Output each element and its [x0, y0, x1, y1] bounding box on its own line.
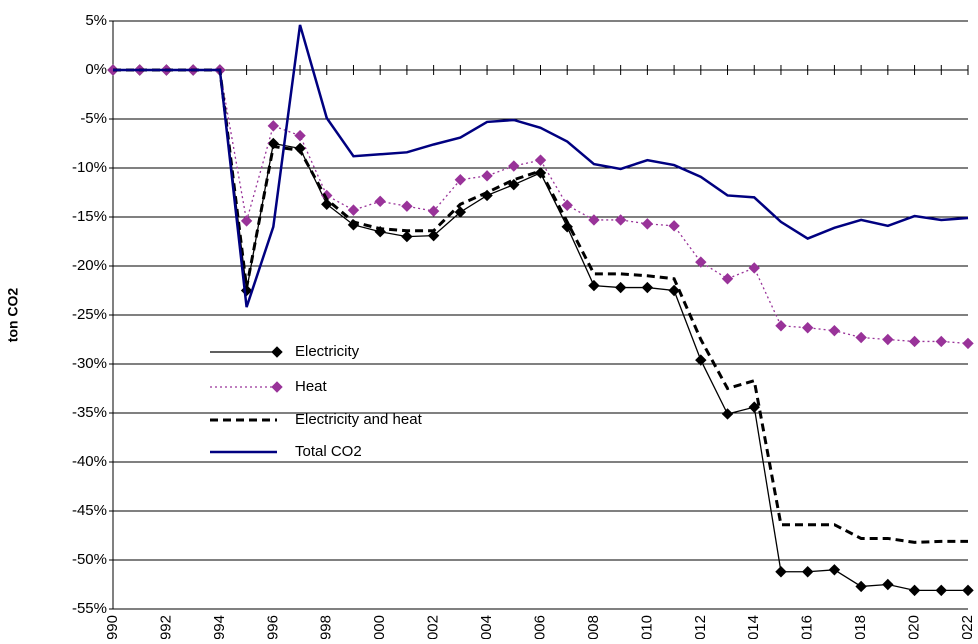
marker — [588, 214, 600, 226]
marker — [775, 566, 787, 578]
marker — [882, 578, 894, 591]
marker — [427, 229, 440, 242]
marker — [561, 221, 573, 233]
marker — [267, 120, 280, 132]
y-tick-label: 0% — [85, 61, 107, 78]
marker — [801, 566, 814, 578]
marker — [695, 354, 707, 366]
x-tick-label: 2000 — [371, 615, 388, 639]
marker — [828, 324, 841, 337]
series-line — [113, 24, 969, 308]
marker — [962, 584, 974, 597]
marker — [427, 205, 440, 217]
x-tick-label: 1992 — [157, 615, 174, 639]
x-tick-label: 1994 — [211, 615, 228, 639]
y-tick-label: -5% — [80, 110, 107, 127]
marker — [641, 218, 654, 230]
y-tick-label: 5% — [85, 12, 107, 29]
y-tick-label: -40% — [72, 453, 107, 470]
marker — [828, 564, 841, 576]
marker — [721, 408, 734, 420]
marker — [561, 199, 573, 211]
marker — [855, 580, 867, 593]
x-tick-label: 2008 — [585, 615, 602, 639]
marker — [748, 262, 760, 274]
marker — [962, 337, 974, 350]
x-tick-label: 2002 — [425, 615, 442, 639]
legend-label: Total CO2 — [295, 443, 362, 460]
marker — [294, 129, 306, 142]
marker — [775, 320, 787, 332]
marker — [801, 322, 814, 334]
x-tick-label: 1996 — [264, 615, 281, 639]
marker — [321, 198, 333, 210]
marker — [614, 281, 627, 294]
marker — [240, 215, 253, 227]
x-tick-label: 2022 — [959, 615, 976, 639]
marker — [908, 584, 921, 597]
marker — [935, 335, 947, 348]
y-tick-label: -35% — [72, 404, 107, 421]
legend-marker — [271, 381, 283, 393]
x-tick-label: 1990 — [104, 615, 121, 639]
marker — [401, 200, 413, 212]
series-line — [113, 68, 968, 544]
series-line — [113, 69, 969, 345]
marker — [374, 195, 386, 208]
marker — [534, 154, 547, 166]
x-tick-label: 2006 — [531, 615, 548, 639]
y-tick-label: -15% — [72, 208, 107, 225]
marker — [668, 284, 680, 297]
marker — [721, 273, 734, 285]
y-tick-label: -25% — [72, 306, 107, 323]
marker — [882, 333, 894, 346]
marker — [855, 331, 867, 344]
marker — [641, 281, 654, 294]
x-tick-label: 2012 — [692, 615, 709, 639]
marker — [401, 230, 413, 243]
marker — [454, 174, 467, 186]
marker — [267, 137, 280, 150]
y-axis-label: ton CO2 — [5, 288, 21, 343]
marker — [347, 204, 360, 216]
marker — [588, 279, 600, 292]
y-tick-label: -20% — [72, 257, 107, 274]
x-tick-label: 2010 — [638, 615, 655, 639]
marker — [481, 170, 493, 182]
x-tick-label: 2014 — [745, 615, 762, 639]
y-tick-label: -10% — [72, 159, 107, 176]
marker — [614, 214, 627, 226]
legend-label: Electricity and heat — [295, 411, 423, 428]
y-tick-label: -45% — [72, 502, 107, 519]
legend-label: Heat — [295, 378, 328, 395]
x-tick-label: 2018 — [852, 615, 869, 639]
marker — [908, 335, 921, 348]
legend-label: Electricity — [295, 343, 360, 360]
marker — [454, 206, 467, 218]
x-tick-label: 2004 — [478, 615, 495, 639]
y-tick-label: -55% — [72, 600, 107, 617]
y-tick-label: -50% — [72, 551, 107, 568]
series-line — [113, 69, 968, 592]
marker — [935, 584, 947, 597]
x-tick-label: 2020 — [906, 615, 923, 639]
x-tick-label: 2016 — [799, 615, 816, 639]
marker — [508, 160, 520, 172]
marker — [695, 256, 707, 268]
y-tick-label: -30% — [72, 355, 107, 372]
marker — [668, 220, 680, 232]
legend-marker — [271, 346, 283, 358]
x-tick-label: 1998 — [318, 615, 335, 639]
